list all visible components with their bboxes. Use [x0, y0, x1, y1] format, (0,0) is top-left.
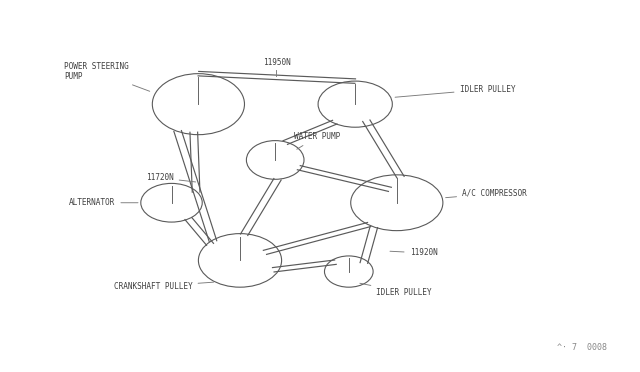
Text: CRANKSHAFT PULLEY: CRANKSHAFT PULLEY: [114, 282, 214, 291]
Text: A/C COMPRESSOR: A/C COMPRESSOR: [445, 189, 527, 198]
Text: ALTERNATOR: ALTERNATOR: [69, 198, 138, 207]
Text: 11950N: 11950N: [262, 58, 291, 67]
Text: ^· 7  0008: ^· 7 0008: [557, 343, 607, 352]
Text: 11920N: 11920N: [390, 248, 437, 257]
Text: IDLER PULLEY: IDLER PULLEY: [360, 283, 432, 296]
Text: WATER PUMP: WATER PUMP: [294, 132, 340, 149]
Text: IDLER PULLEY: IDLER PULLEY: [395, 85, 515, 97]
Text: 11720N: 11720N: [146, 173, 196, 182]
Text: POWER STEERING
PUMP: POWER STEERING PUMP: [64, 62, 150, 91]
